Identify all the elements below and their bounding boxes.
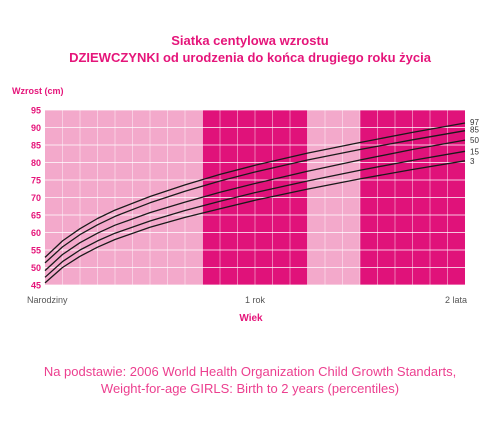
axes: Wzrost (cm) Wiek <box>12 86 263 324</box>
y-tick-label-50: 50 <box>31 263 41 273</box>
percentile-label-85: 85 <box>470 126 479 135</box>
y-tick-label-75: 75 <box>31 176 41 186</box>
y-tick-label-70: 70 <box>31 193 41 203</box>
percentile-curve-97 <box>44 122 466 258</box>
percentile-curves <box>44 122 466 284</box>
percentile-label-15: 15 <box>470 147 479 156</box>
chart-title-line-2: DZIEWCZYNKI od urodzenia do końca drugie… <box>69 50 431 65</box>
y-tick-label-85: 85 <box>31 141 41 151</box>
y-axis-label: Wzrost (cm) <box>12 86 64 96</box>
y-tick-label-55: 55 <box>31 246 41 256</box>
source-note-line-2: Weight-for-age GIRLS: Birth to 2 years (… <box>100 381 400 396</box>
y-tick-label-60: 60 <box>31 228 41 238</box>
x-axis-label: Wiek <box>239 313 263 324</box>
percentile-curve-15 <box>44 150 466 278</box>
x-tick-label-0: Narodziny <box>27 295 68 305</box>
y-tick-label-95: 95 <box>31 106 41 116</box>
gridlines <box>45 109 465 286</box>
chart-title-line-1: Siatka centylowa wzrostu <box>171 33 329 48</box>
percentile-curve-3 <box>44 160 466 284</box>
x-tick-label-1: 1 rok <box>245 295 266 305</box>
x-tick-labels: Narodziny 1 rok 2 lata <box>27 295 467 305</box>
percentile-label-50: 50 <box>470 136 479 145</box>
y-tick-labels: 45 50 55 60 65 70 75 80 85 90 95 <box>31 106 41 291</box>
y-tick-label-45: 45 <box>31 281 41 291</box>
x-tick-label-2: 2 lata <box>445 295 467 305</box>
percentile-curve-85 <box>44 130 466 264</box>
percentile-label-97: 97 <box>470 118 479 127</box>
y-tick-label-90: 90 <box>31 123 41 133</box>
percentile-label-3: 3 <box>470 157 475 166</box>
y-tick-label-80: 80 <box>31 158 41 168</box>
source-note-line-1: Na podstawie: 2006 World Health Organiza… <box>43 364 457 379</box>
y-tick-label-65: 65 <box>31 211 41 221</box>
percentile-curve-50 <box>44 139 466 272</box>
